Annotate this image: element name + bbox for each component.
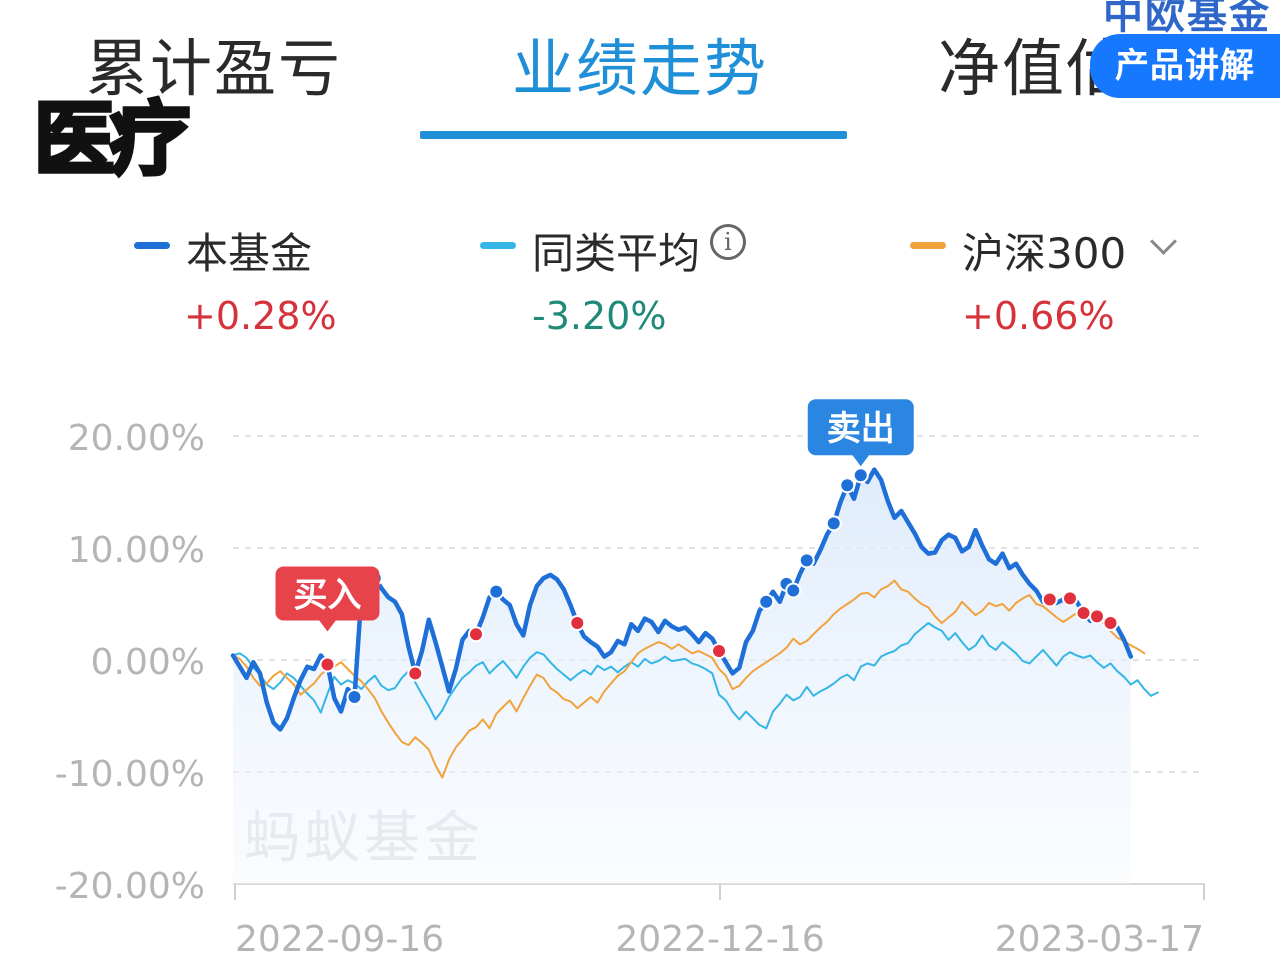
sell-point-marker [852, 467, 869, 484]
buy-callout-label: 买入 [294, 575, 362, 615]
sell-point-marker [785, 582, 802, 599]
tab-performance-trend[interactable]: 业绩走势 [512, 32, 769, 105]
y-tick-label: 20.00% [68, 418, 205, 459]
y-tick-label: 0.00% [91, 642, 205, 683]
tab-cumulative-pnl[interactable]: 累计盈亏 [86, 32, 343, 105]
buy-callout-box [275, 566, 380, 621]
chevron-down-icon[interactable] [1150, 228, 1177, 255]
sell-point-marker [825, 515, 842, 532]
category-overlay-label: 医疗 [32, 91, 192, 188]
legend-name: 本基金 [186, 229, 313, 278]
fund-area-fill [233, 469, 1131, 884]
legend-swatch [480, 242, 516, 249]
legend-name: 沪深300 [962, 229, 1127, 278]
legend-swatch [910, 242, 946, 249]
buy-point-marker [1062, 590, 1078, 607]
legend-name: 同类平均 [532, 229, 701, 278]
brand-logo: 中欧基金 [1103, 0, 1271, 38]
buy-point-marker [569, 615, 586, 632]
sell-callout-box [807, 399, 914, 456]
legend-value: +0.66% [962, 294, 1115, 338]
y-tick-label: -10.00% [55, 754, 205, 795]
buy-point-marker [1089, 608, 1105, 625]
active-tab-indicator [420, 131, 847, 139]
buy-point-marker [319, 656, 336, 673]
legend-swatch [134, 242, 170, 249]
tab-bar: 累计盈亏 业绩走势 净值估 [0, 0, 1280, 150]
legend-value: +0.28% [184, 294, 337, 338]
y-tick-label: -20.00% [55, 866, 205, 907]
series-line-category-average [232, 622, 1159, 730]
sell-callout-pointer [851, 454, 870, 467]
sell-point-marker [839, 477, 856, 494]
performance-line-chart[interactable]: 20.00% 10.00% 0.00% -10.00% -20.00% 2022-09-1… [0, 380, 1280, 980]
x-tick-label: 2022-12-16 [615, 919, 824, 960]
sell-point-marker [758, 593, 775, 610]
buy-point-marker [1075, 604, 1092, 621]
legend-value: -3.20% [532, 294, 667, 338]
buy-point-marker [711, 643, 727, 660]
buy-callout-pointer [318, 619, 337, 632]
sell-callout-label: 卖出 [827, 409, 895, 449]
sell-point-marker [488, 583, 505, 600]
buy-point-marker [1102, 615, 1119, 632]
y-tick-label: 10.00% [68, 530, 205, 571]
sell-point-marker [346, 688, 363, 705]
series-line-csi300 [232, 579, 1146, 779]
x-tick-label: 2022-09-16 [235, 919, 444, 960]
x-tick-label: 2023-03-17 [995, 919, 1204, 960]
buy-point-marker [468, 626, 484, 643]
series-line-fund [230, 467, 1134, 732]
info-icon[interactable]: i [710, 224, 746, 260]
buy-point-marker [407, 665, 424, 682]
sell-point-marker [798, 552, 815, 569]
product-explain-button[interactable]: 产品讲解 [1090, 34, 1280, 98]
buy-point-marker [1041, 591, 1058, 608]
